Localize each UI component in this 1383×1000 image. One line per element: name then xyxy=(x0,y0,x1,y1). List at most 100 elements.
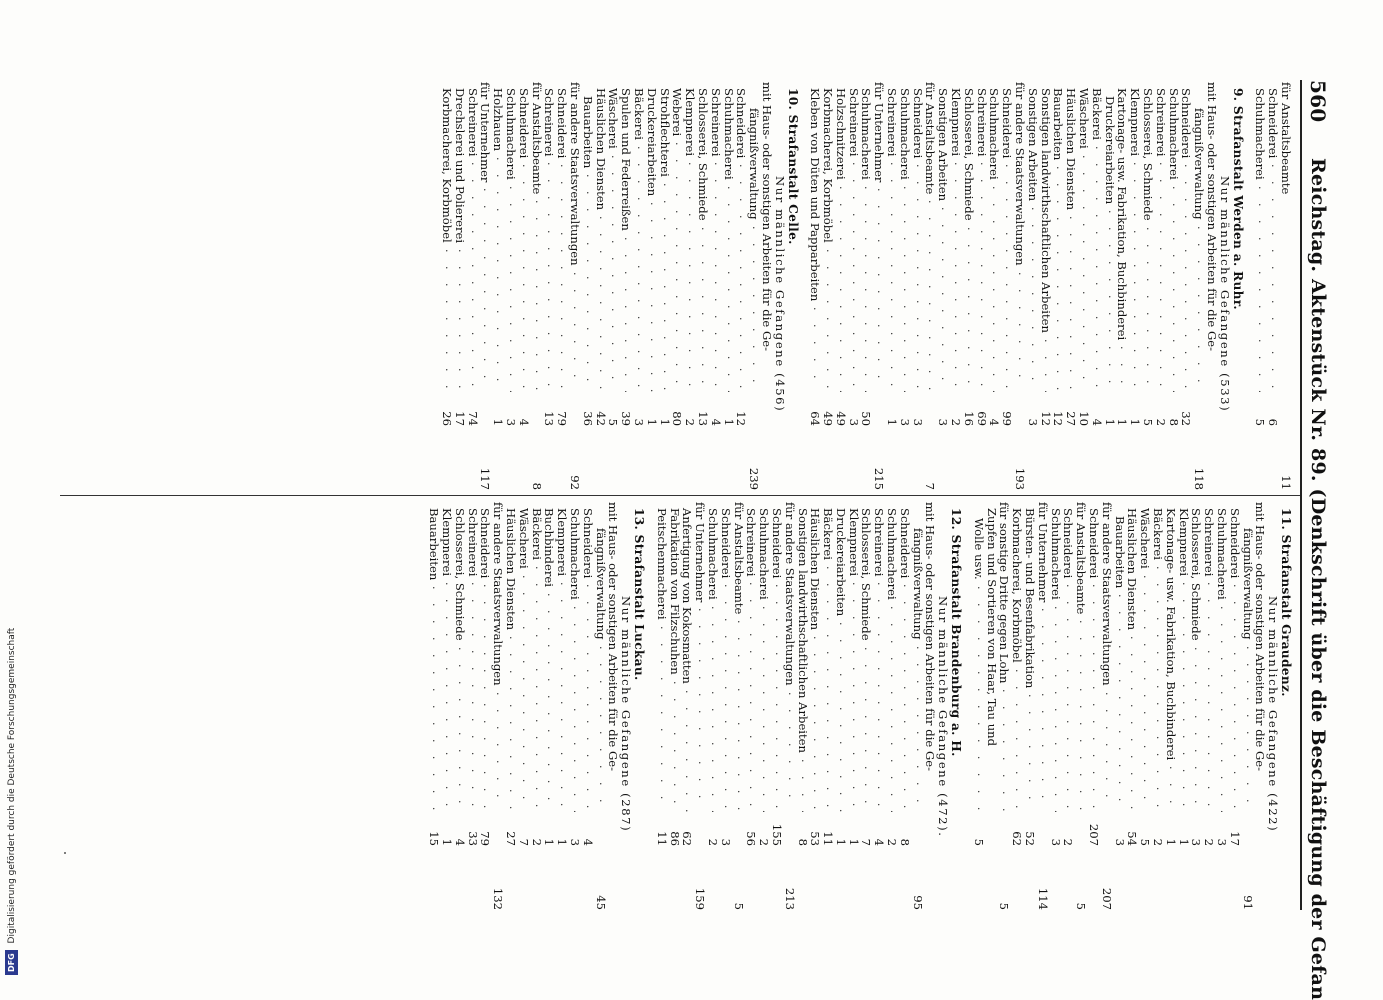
row-label: Schneiderei xyxy=(555,88,570,159)
section-heading: 11. Strafanstalt Graudenz. xyxy=(1279,500,1293,912)
row-count: 80 xyxy=(670,411,685,426)
row-total: 45 xyxy=(593,895,608,910)
dot-leader: . . . . . . . . . . . . . . . . . . . . … xyxy=(1204,582,1217,812)
row-count: 3 xyxy=(1215,838,1230,846)
dot-leader: . . . . . . . . . . . . . . . . . . . . … xyxy=(721,584,734,812)
digitization-credit-text: Digitalisierung gefördert durch die Deut… xyxy=(7,627,17,944)
row-total: 5 xyxy=(1074,902,1089,910)
dot-leader: . . . . . . . . . . . . . . . . . . . . … xyxy=(506,636,519,812)
dot-leader: . . . . . . . . . . . . . . . . . . . . … xyxy=(1028,207,1041,392)
dot-leader: . . . . . . . . . . . . . . . . . . . . … xyxy=(811,636,823,812)
row-count: 2 xyxy=(885,838,900,846)
row-count: 32 xyxy=(1179,411,1194,426)
row-count: 62 xyxy=(680,831,695,846)
row-label: für Unternehmer xyxy=(872,82,887,183)
row-count: 2 xyxy=(949,418,964,426)
row-label: Schuhmacherei xyxy=(1048,508,1063,600)
section-heading: 9. Strafanstalt Werden a. Ruhr. xyxy=(1230,80,1245,492)
row-total: 7 xyxy=(923,482,938,490)
dot-leader: . . . . . . . . . . . . . . . . . . . . … xyxy=(1194,226,1207,392)
row-label: Bauarbeiten xyxy=(1112,516,1127,589)
dot-leader: . . . . . . . . . . . . . . . . . . . . … xyxy=(849,162,862,392)
dot-leader: . . . . . . . . . . . . . . . . . . . . … xyxy=(583,584,596,812)
row-label: Holzhauen xyxy=(491,88,506,152)
row-total: 5 xyxy=(731,902,746,910)
row-count: 4 xyxy=(987,418,1002,426)
row-count: 1 xyxy=(1176,838,1191,846)
dot-leader: . . . . . . . . . . . . . . . . . . . . … xyxy=(711,162,724,392)
dot-leader: . . . . . . . . . . . . . . . . . . . . … xyxy=(481,188,493,392)
dot-leader: . . . . . . . . . . . . . . . . . . . . … xyxy=(1025,694,1038,812)
row-label: Wäscherei xyxy=(1077,88,1092,149)
row-count: 62 xyxy=(1010,831,1025,846)
row-total: 92 xyxy=(567,475,582,490)
dot-leader: . . . . . . . . . . . . . . . . . . . . … xyxy=(938,207,951,392)
dot-leader: . . . . . . . . . . . . . . . . . . . . … xyxy=(442,582,455,812)
dot-leader: . . . . . . . . . . . . . . . . . . . . … xyxy=(926,200,938,392)
row-count: 1 xyxy=(440,838,454,846)
row-label: Nur männliche Gefangene (472). xyxy=(936,596,951,838)
dot-leader: . . . . . . . . . . . . . . . . . . . . … xyxy=(887,162,900,392)
row-count: 7 xyxy=(516,838,531,846)
dot-leader: . . . . . . . . . . . . . . . . . . . . … xyxy=(900,584,913,812)
dot-leader: . . . . . . . . . . . . . . . . . . . . … xyxy=(708,606,721,812)
row-total: 215 xyxy=(872,467,887,490)
table-row: Korbmacherei, Korbmöbel . . . . . . . . .… xyxy=(440,80,455,492)
row-count: 12 xyxy=(1038,411,1053,426)
row-total: 91 xyxy=(1240,895,1255,910)
dot-leader: . . . . . . . . . . . . . . . . . . . . … xyxy=(519,575,532,812)
row-label: Nur männliche Gefangene (422) xyxy=(1266,596,1281,833)
row-label: Häuslichen Diensten xyxy=(503,508,518,631)
row-label: Schneiderei xyxy=(734,88,749,159)
row-count: 207 xyxy=(1087,823,1102,846)
dot-leader: . . . . . . . . . . . . . . . . . . . . … xyxy=(1105,210,1118,392)
dot-leader: . . . . . . . . . . . . . . . . . . . . … xyxy=(724,186,737,392)
row-count: 27 xyxy=(503,831,518,846)
row-total: 95 xyxy=(910,895,925,910)
dot-leader: . . . . . . . . . . . . . . . . . . . . … xyxy=(836,622,849,812)
row-count: 2 xyxy=(1153,418,1168,426)
row-label: Bauarbeiten xyxy=(580,96,595,169)
row-count: 5 xyxy=(606,418,621,426)
dot-leader: . . . . . . . . . . . . . . . . . . . . … xyxy=(1156,162,1169,392)
row-label: Korbmacherei, Korbmöbel xyxy=(821,88,836,243)
row-label: 9. Strafanstalt Werden a. Ruhr. xyxy=(1230,88,1245,310)
dot-leader: . . . . . . . . . . . . . . . . . . . . … xyxy=(596,646,609,812)
table-row: Schuhmacherei . . . . . . . . . . . . . .… xyxy=(1253,80,1268,492)
dot-leader: . . . . . . . . . . . . . . . . . . . . … xyxy=(849,582,862,812)
row-count: 69 xyxy=(974,411,989,426)
row-count: 1 xyxy=(555,838,570,846)
dot-leader: . . . . . . . . . . . . . . . . . . . . … xyxy=(823,249,836,392)
row-label: Schreinerei xyxy=(1153,88,1168,157)
row-count: 3 xyxy=(1025,418,1040,426)
dot-leader: . . . . . . . . . . . . . . . . . . . . … xyxy=(1230,584,1243,812)
dot-leader: . . . . . . . . . . . . . . . . . . . . … xyxy=(468,162,481,392)
dot-leader: . . . . . . . . . . . . . . . . . . . . … xyxy=(468,582,481,812)
row-count: 1 xyxy=(1102,418,1117,426)
dot-leader: . . . . . . . . . . . . . . . . . . . . … xyxy=(570,272,583,392)
dot-leader: . . . . . . . . . . . . . . . . . . . . … xyxy=(964,227,977,392)
dot-leader: . . . . . . . . . . . . . . . . . . . . … xyxy=(481,584,493,812)
dot-leader: . . . . . . . . . . . . . . . . . . . . … xyxy=(1041,339,1054,392)
row-count: 2 xyxy=(1151,838,1166,846)
row-count: 1 xyxy=(885,418,900,426)
dot-leader: . . . . . . . . . . . . . . . . . . . . … xyxy=(747,582,759,812)
row-total: 118 xyxy=(1192,467,1207,490)
table-row: Klempnerei . . . . . . . . . . . . . . . … xyxy=(1128,80,1143,492)
running-title: Reichstag. Aktenstück Nr. 89. (Denkschri… xyxy=(1307,158,1329,1000)
row-count: 17 xyxy=(1227,831,1242,846)
row-label: Holzschnitzerei xyxy=(833,88,848,180)
dot-leader: . . . . . . . . . . . . . . . . . . . . … xyxy=(1143,227,1156,392)
row-label: Strohflechterei xyxy=(657,88,672,177)
dot-leader: . . . . . . . . . . . . . . . . . . . . … xyxy=(660,183,673,392)
row-label: Klempnerei xyxy=(1128,88,1143,157)
row-count: 1 xyxy=(833,838,848,846)
row-count: 2 xyxy=(705,838,720,846)
dot-leader: . . . . . . . . . . . . . . . . . . . . … xyxy=(734,620,747,812)
dot-leader: . . . . . . . . . . . . . . . . . . . . … xyxy=(1064,584,1076,812)
dot-leader: . . . . . . . . . . . . . . . . . . . . … xyxy=(913,164,926,392)
dot-leader: . . . . . . . . . . . . . . . . . . . . … xyxy=(657,626,670,812)
dot-leader: . . . . . . . . . . . . . . . . . . . . … xyxy=(862,647,875,812)
dot-leader: . . . . . . . . . . . . . . . . . . . . … xyxy=(442,249,455,392)
